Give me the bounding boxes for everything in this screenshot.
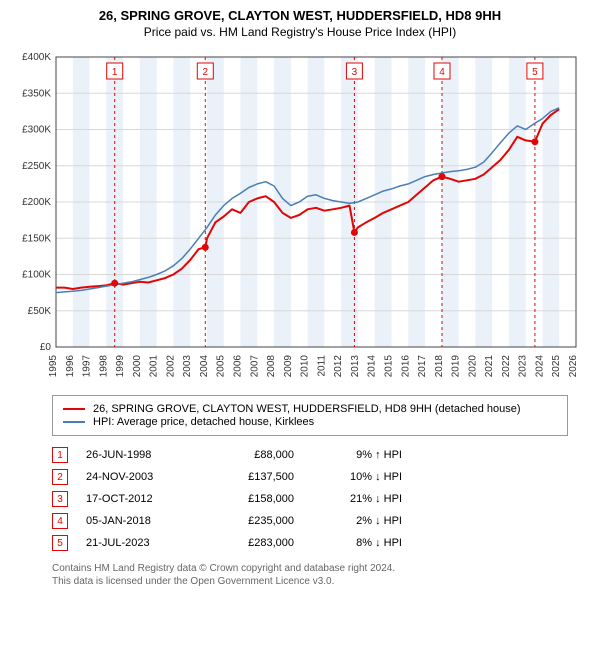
transaction-marker: 3 [52,491,68,507]
svg-text:2026: 2026 [568,355,579,378]
transaction-date: 17-OCT-2012 [86,493,196,505]
svg-text:2022: 2022 [501,355,512,378]
transaction-row: 5 21-JUL-2023 £283,000 8% ↓ HPI [52,532,568,554]
transaction-date: 05-JAN-2018 [86,515,196,527]
transaction-date: 24-NOV-2003 [86,471,196,483]
transaction-row: 4 05-JAN-2018 £235,000 2% ↓ HPI [52,510,568,532]
svg-text:2018: 2018 [434,355,445,378]
transaction-diff: 10% ↓ HPI [312,471,402,483]
legend-label: 26, SPRING GROVE, CLAYTON WEST, HUDDERSF… [93,403,521,415]
transaction-diff: 2% ↓ HPI [312,515,402,527]
svg-text:£50K: £50K [28,306,52,317]
legend-item: HPI: Average price, detached house, Kirk… [63,416,557,428]
svg-text:2011: 2011 [316,355,327,377]
svg-text:2002: 2002 [165,355,176,378]
svg-text:2019: 2019 [451,355,462,378]
transaction-marker: 4 [52,513,68,529]
transaction-price: £235,000 [214,515,294,527]
chart-subtitle: Price paid vs. HM Land Registry's House … [12,25,588,39]
svg-text:1: 1 [112,67,118,78]
svg-text:£350K: £350K [22,88,51,99]
svg-text:1995: 1995 [48,355,59,378]
footer-line-2: This data is licensed under the Open Gov… [52,575,568,588]
svg-text:£200K: £200K [22,197,51,208]
svg-text:2023: 2023 [518,355,529,378]
svg-text:2024: 2024 [534,355,545,378]
transaction-table: 1 26-JUN-1998 £88,000 9% ↑ HPI 2 24-NOV-2003 £… [52,444,568,554]
svg-text:£250K: £250K [22,161,51,172]
svg-text:1999: 1999 [115,355,126,378]
legend-item: 26, SPRING GROVE, CLAYTON WEST, HUDDERSF… [63,403,557,415]
transaction-date: 21-JUL-2023 [86,537,196,549]
svg-text:1997: 1997 [82,355,93,378]
svg-text:2015: 2015 [383,355,394,378]
svg-text:2016: 2016 [400,355,411,378]
transaction-diff: 8% ↓ HPI [312,537,402,549]
svg-text:1996: 1996 [65,355,76,378]
transaction-price: £88,000 [214,449,294,461]
svg-text:2009: 2009 [283,355,294,378]
svg-text:2001: 2001 [149,355,160,378]
svg-text:2: 2 [203,67,209,78]
transaction-diff: 21% ↓ HPI [312,493,402,505]
svg-text:2012: 2012 [333,355,344,378]
footer-line-1: Contains HM Land Registry data © Crown c… [52,562,568,575]
svg-text:2000: 2000 [132,355,143,378]
svg-text:2014: 2014 [367,355,378,378]
chart-title: 26, SPRING GROVE, CLAYTON WEST, HUDDERSF… [12,8,588,23]
svg-text:£400K: £400K [22,52,51,63]
legend-swatch [63,421,85,423]
transaction-row: 1 26-JUN-1998 £88,000 9% ↑ HPI [52,444,568,466]
transaction-diff: 9% ↑ HPI [312,449,402,461]
svg-text:2008: 2008 [266,355,277,378]
legend-label: HPI: Average price, detached house, Kirk… [93,416,314,428]
transaction-marker: 2 [52,469,68,485]
svg-text:4: 4 [439,67,445,78]
svg-text:2013: 2013 [350,355,361,378]
svg-text:£0: £0 [40,342,52,353]
legend: 26, SPRING GROVE, CLAYTON WEST, HUDDERSF… [52,395,568,436]
chart-area: £0 £50K £100K £150K £200K £250K £300K £350K £400… [12,47,588,387]
svg-text:2017: 2017 [417,355,428,378]
transaction-row: 3 17-OCT-2012 £158,000 21% ↓ HPI [52,488,568,510]
transaction-marker: 5 [52,535,68,551]
footer-attribution: Contains HM Land Registry data © Crown c… [52,562,568,588]
transaction-price: £137,500 [214,471,294,483]
svg-text:2021: 2021 [484,355,495,378]
transaction-price: £158,000 [214,493,294,505]
svg-text:2003: 2003 [182,355,193,378]
svg-text:3: 3 [352,67,358,78]
transaction-price: £283,000 [214,537,294,549]
svg-text:2007: 2007 [249,355,260,378]
svg-text:2025: 2025 [551,355,562,378]
svg-text:£150K: £150K [22,233,51,244]
svg-text:£100K: £100K [22,270,51,281]
svg-text:2010: 2010 [300,355,311,378]
svg-text:5: 5 [532,67,538,78]
transaction-date: 26-JUN-1998 [86,449,196,461]
svg-text:2004: 2004 [199,355,210,378]
svg-text:2006: 2006 [233,355,244,378]
svg-text:1998: 1998 [98,355,109,378]
transaction-marker: 1 [52,447,68,463]
line-chart-svg: £0 £50K £100K £150K £200K £250K £300K £350K £400… [12,47,588,387]
svg-text:2020: 2020 [467,355,478,378]
svg-text:2005: 2005 [216,355,227,378]
svg-text:£300K: £300K [22,125,51,136]
legend-swatch [63,408,85,410]
transaction-row: 2 24-NOV-2003 £137,500 10% ↓ HPI [52,466,568,488]
